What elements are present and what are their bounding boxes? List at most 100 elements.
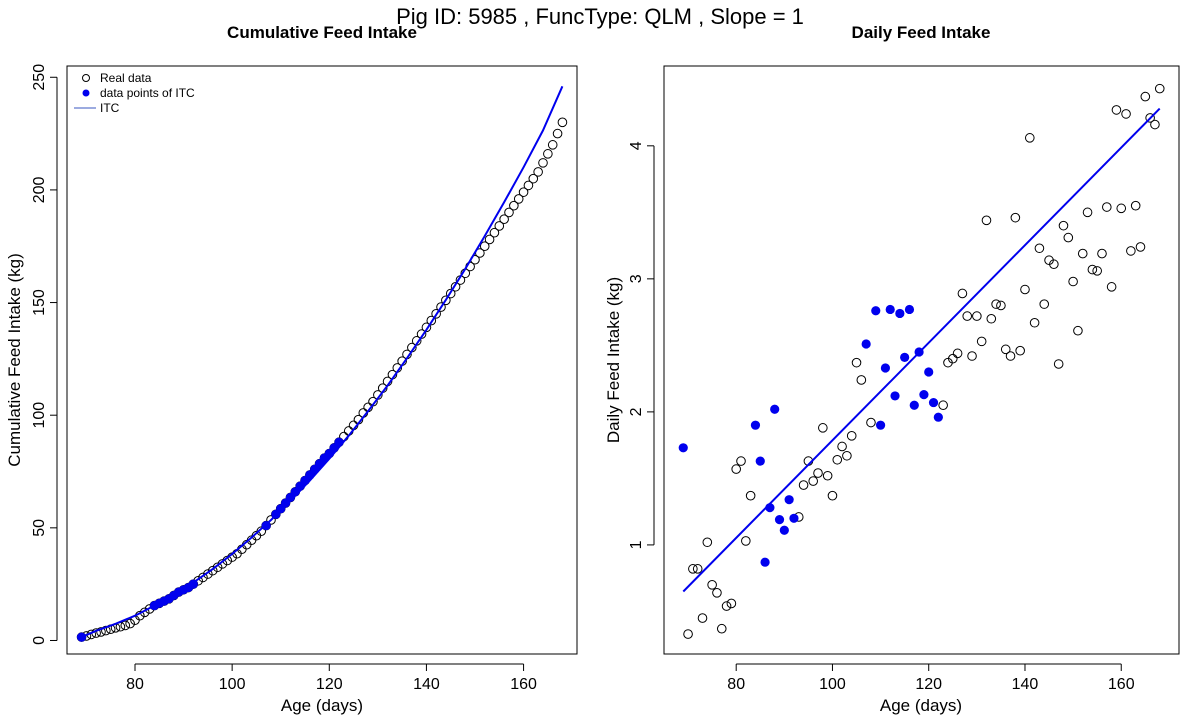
real-data-point: [489, 227, 500, 238]
legend-label-itc-points: data points of ITC: [100, 86, 195, 100]
real-data-point: [952, 348, 963, 359]
real-data-point: [266, 515, 276, 525]
y-tick-label: 150: [31, 289, 48, 316]
itc-data-point: [678, 443, 688, 453]
itc-data-point: [890, 391, 900, 401]
real-data-point: [741, 536, 751, 546]
real-data-point: [1087, 264, 1098, 275]
real-data-point: [445, 288, 456, 299]
real-data-point: [1140, 91, 1151, 102]
itc-data-point: [900, 352, 910, 362]
y-axis-label: Cumulative Feed Intake (kg): [5, 253, 24, 467]
itc-data-point: [770, 404, 780, 414]
real-data-point: [499, 214, 509, 224]
real-data-point: [538, 158, 548, 168]
real-data-point: [256, 526, 267, 537]
x-tick-label: 80: [727, 676, 745, 693]
real-data-point: [1150, 119, 1160, 130]
itc-data-point: [928, 397, 939, 408]
itc-data-point: [909, 400, 919, 410]
real-data-point: [543, 149, 553, 159]
y-tick-label: 0: [31, 636, 48, 645]
real-data-point: [1034, 243, 1045, 254]
y-tick-label: 2: [628, 407, 645, 416]
itc-data-point: [76, 632, 87, 642]
real-data-point: [125, 618, 135, 629]
real-data-point: [991, 299, 1001, 309]
x-tick-label: 120: [915, 676, 942, 693]
chart-title: Daily Feed Intake: [852, 23, 991, 42]
real-data-point: [1082, 207, 1093, 218]
real-data-point: [947, 353, 958, 364]
real-data-point: [962, 311, 973, 321]
itc-data-point: [880, 363, 891, 373]
real-data-point: [866, 417, 876, 428]
real-data-point: [808, 476, 819, 486]
real-data-point: [1092, 266, 1102, 276]
plot-marks: [76, 85, 568, 642]
real-data-point: [842, 450, 852, 461]
real-data-point: [692, 564, 703, 574]
real-data-point: [996, 300, 1006, 311]
real-data-point: [1029, 317, 1040, 328]
legend-marker-real-data: [82, 74, 90, 82]
legend: Real data data points of ITC ITC: [74, 71, 195, 115]
real-data-point: [484, 234, 495, 245]
y-tick-label: 200: [31, 176, 48, 203]
real-data-point: [523, 180, 534, 191]
itc-data-point: [779, 525, 789, 535]
itc-data-point: [885, 304, 895, 315]
real-data-point: [1121, 109, 1131, 119]
real-data-point: [479, 241, 490, 252]
real-data-point: [1126, 246, 1136, 256]
y-axis-label: Daily Feed Intake (kg): [604, 277, 623, 443]
real-data-point: [1102, 202, 1112, 212]
real-data-point: [813, 468, 823, 478]
real-data-point: [726, 598, 737, 609]
real-data-point: [822, 470, 833, 481]
real-data-point: [509, 200, 519, 211]
itc-data-point: [871, 306, 881, 316]
real-data-point: [967, 351, 977, 361]
x-tick-label: 140: [413, 676, 440, 693]
real-data-point: [731, 464, 741, 474]
real-data-point: [683, 629, 693, 639]
real-data-point: [938, 400, 948, 411]
plot-frame: [663, 65, 1180, 655]
legend-label-real-data: Real data: [100, 71, 152, 85]
real-data-point: [832, 454, 843, 465]
real-data-point: [504, 207, 514, 218]
real-data-point: [552, 128, 563, 139]
real-data-point: [856, 375, 867, 385]
real-data-point: [1130, 200, 1141, 211]
real-data-point: [1024, 133, 1035, 143]
real-data-point: [716, 623, 727, 634]
real-data-point: [721, 601, 732, 611]
real-data-point: [1020, 284, 1030, 295]
y-tick-label: 1: [628, 540, 645, 549]
real-data-point: [1073, 325, 1083, 336]
itc-data-point: [924, 367, 934, 377]
real-data-point: [528, 173, 539, 184]
legend-label-itc: ITC: [100, 101, 120, 115]
real-data-point: [986, 313, 997, 324]
real-data-point: [513, 194, 524, 204]
legend-marker-itc-points: [82, 89, 90, 97]
cumulative-feed-intake-chart: Cumulative Feed Intake Age (days) Cumula…: [5, 23, 578, 715]
real-data-point: [547, 140, 558, 150]
axes: 80 100 120 140 160 0 50 100 150 200 250: [31, 64, 537, 693]
itc-data-point: [789, 513, 799, 523]
itc-data-point: [774, 515, 785, 525]
real-data-point: [736, 456, 746, 466]
real-data-point: [436, 302, 446, 312]
x-tick-label: 80: [126, 676, 144, 693]
real-data-point: [96, 627, 106, 637]
y-tick-label: 50: [31, 519, 48, 537]
real-data-point: [688, 564, 698, 574]
real-data-point: [1063, 232, 1074, 243]
real-data-point: [1058, 220, 1069, 231]
chart-title: Cumulative Feed Intake: [227, 23, 417, 42]
itc-data-point: [750, 420, 761, 430]
x-tick-label: 100: [819, 676, 846, 693]
